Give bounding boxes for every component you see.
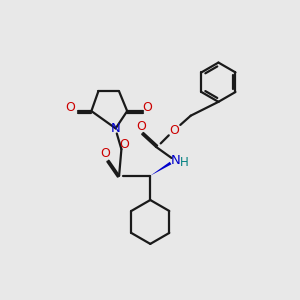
Text: O: O [142, 101, 152, 114]
Text: N: N [171, 154, 181, 167]
Text: O: O [66, 101, 76, 114]
Text: O: O [136, 120, 146, 133]
Text: O: O [119, 138, 129, 151]
Text: O: O [100, 147, 110, 160]
Text: H: H [180, 156, 189, 169]
Polygon shape [150, 162, 171, 176]
Text: N: N [111, 122, 121, 135]
Text: O: O [169, 124, 179, 137]
